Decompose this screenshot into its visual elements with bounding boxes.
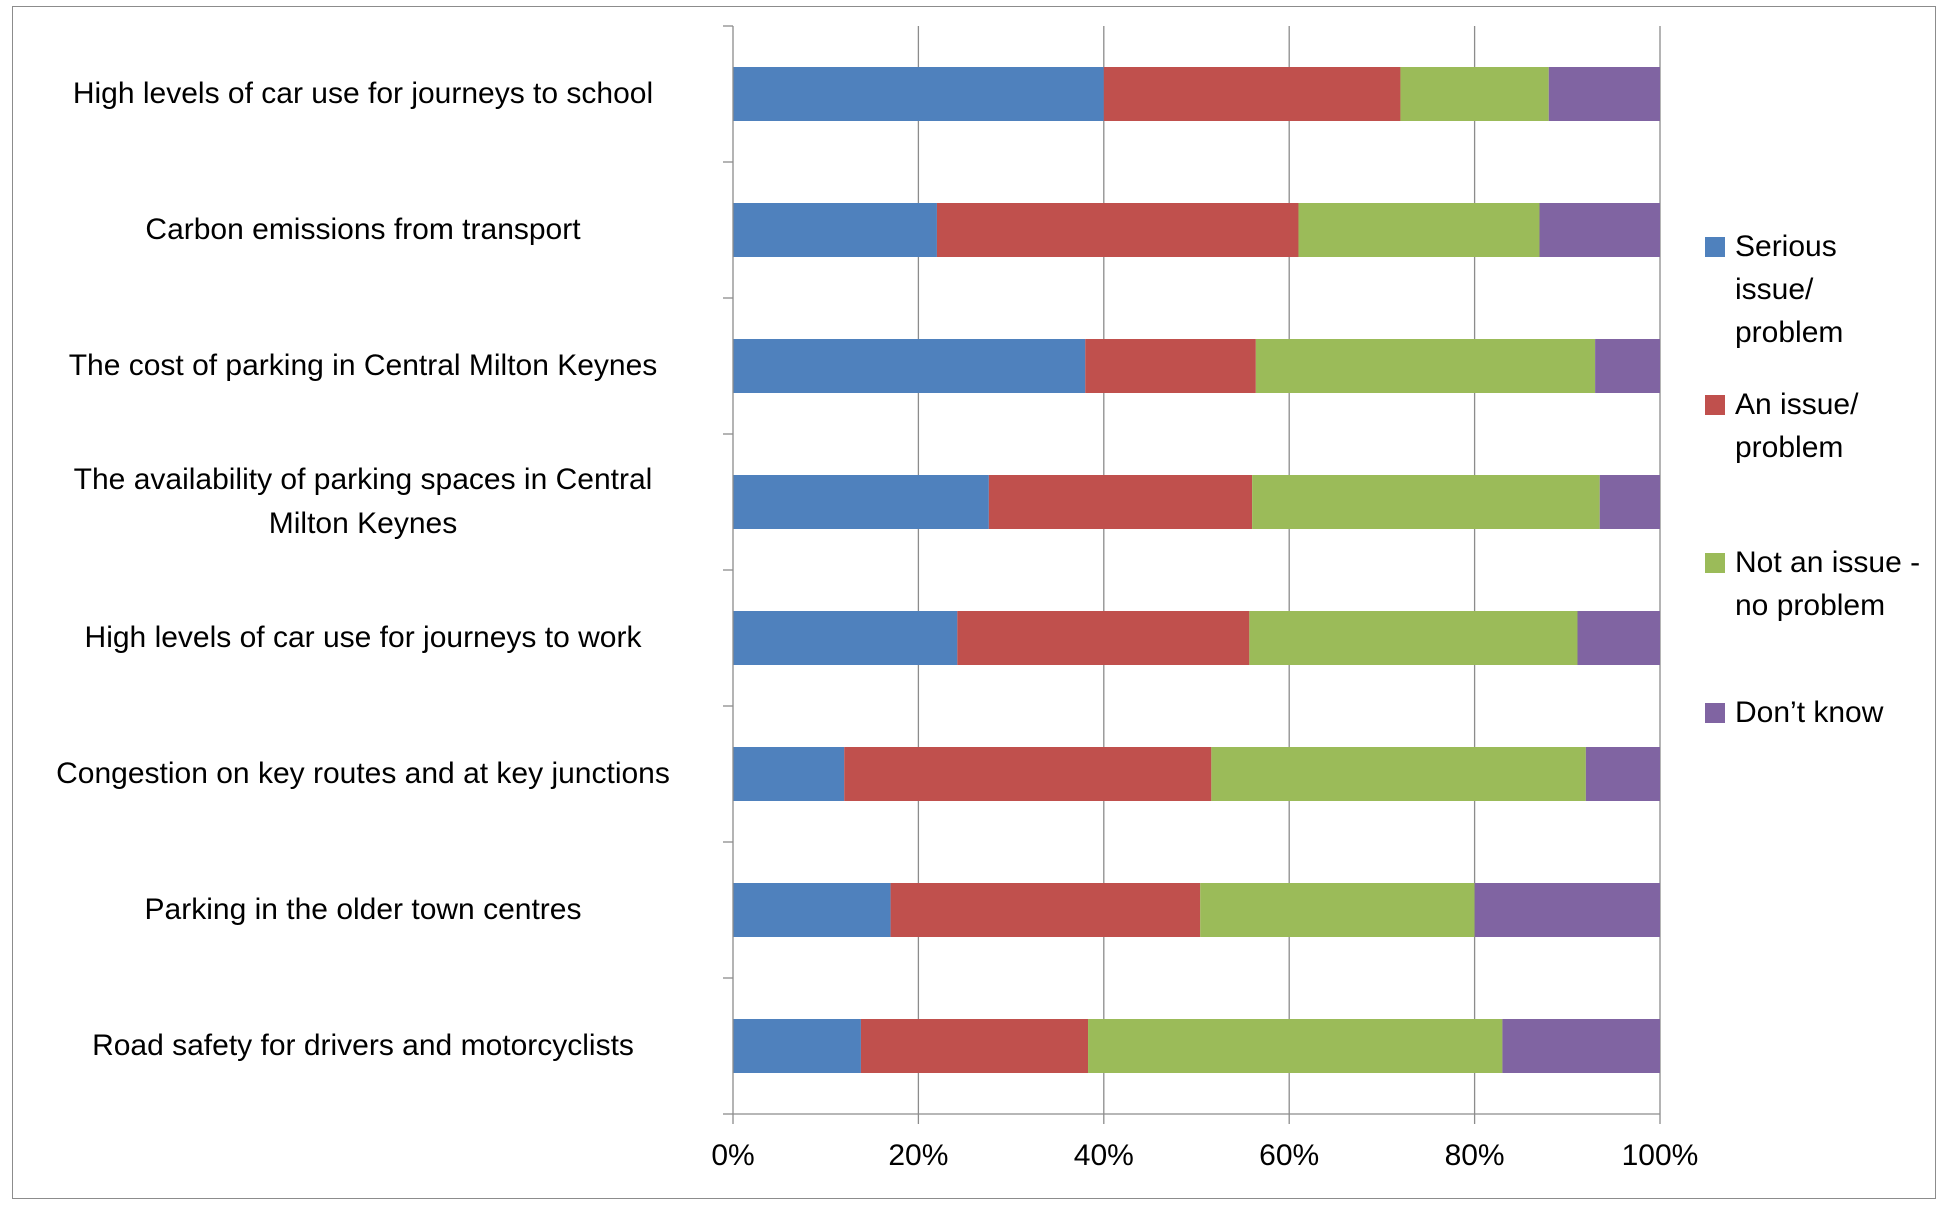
x-tick-label: 100% [1622,1139,1699,1172]
bar-segment [1502,1019,1660,1073]
category-label: The availability of parking spaces in Ce… [73,463,653,540]
bar-segment [890,883,1201,937]
bar-segment [1255,339,1596,393]
bar-segment [733,1019,861,1073]
legend-swatch [1705,553,1725,573]
legend-label: Don’t know [1735,696,1884,729]
bar-segment [1252,475,1600,529]
bar-segment [936,203,1299,257]
bars [733,67,1660,1073]
legend-swatch [1705,237,1725,257]
bar-segment [988,475,1253,529]
category-label: Parking in the older town centres [144,893,582,926]
category-label: High levels of car use for journeys to w… [84,621,642,654]
legend-label: Not an issue - no problem [1735,546,1921,622]
x-tick-label: 0% [711,1139,754,1172]
category-label: High levels of car use for journeys to s… [72,77,654,110]
bar-segment [1211,747,1586,801]
bar-segment [733,67,1104,121]
bar-segment [1539,203,1660,257]
legend-label: Serious issue/problem [1735,230,1844,349]
legend-label: An issue/problem [1735,388,1859,464]
bar-segment [1400,67,1549,121]
category-label: Carbon emissions from transport [145,213,581,246]
bar-segment [860,1019,1089,1073]
bar-segment [1585,747,1660,801]
legend-swatch [1705,395,1725,415]
bar-segment [1599,475,1660,529]
bar-segment [733,475,989,529]
bar-segment [1088,1019,1503,1073]
bar-segment [1085,339,1256,393]
chart-frame: 0% 20% 40% 60% 80% 100% High levels of car us… [12,6,1936,1199]
gridlines [917,26,1661,1114]
bar-segment [1103,67,1401,121]
bar-segment [1474,883,1660,937]
bar-segment [844,747,1212,801]
bar-segment [733,203,937,257]
x-tick-label: 60% [1259,1139,1319,1172]
bar-segment [1595,339,1660,393]
bar-segment [1249,611,1578,665]
x-tick-label: 40% [1074,1139,1134,1172]
bar-segment [1548,67,1660,121]
axes [723,25,1661,1124]
bar-segment [733,747,845,801]
x-tick-label: 20% [888,1139,948,1172]
bar-segment [733,883,891,937]
legend-swatch [1705,703,1725,723]
category-label: The cost of parking in Central Milton Ke… [68,349,658,382]
bar-segment [733,611,958,665]
bar-segment [957,611,1250,665]
bar-segment [1298,203,1540,257]
category-label: Road safety for drivers and motorcyclist… [92,1029,634,1062]
bar-segment [1577,611,1660,665]
x-tick-label: 80% [1445,1139,1505,1172]
chart-plot: 0% 20% 40% 60% 80% 100% [711,25,1698,1172]
category-label: Congestion on key routes and at key junc… [56,757,670,790]
x-tick-labels: 0% 20% 40% 60% 80% 100% [711,1139,1698,1172]
bar-segment [1200,883,1475,937]
bar-segment [733,339,1086,393]
